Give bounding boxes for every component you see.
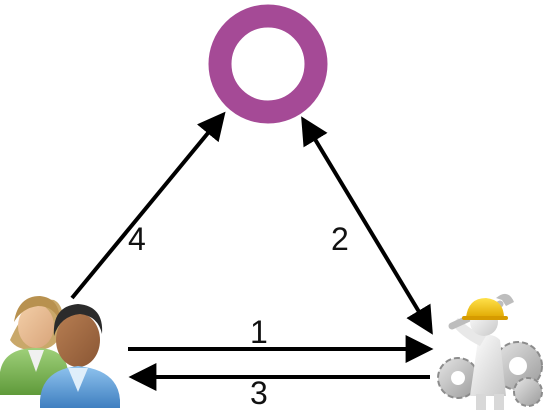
ring-icon [208,4,328,124]
users-group-icon [0,296,120,408]
edge-2-arrow [301,116,433,335]
edge-1-label: 1 [250,314,268,350]
edge-4-label: 4 [128,221,146,257]
hub-node [208,4,328,124]
technician-with-wrench-icon [437,293,543,410]
edge-2-label: 2 [331,221,349,257]
edge-3-label: 3 [250,375,268,411]
edge-labels: 1 2 3 4 [128,221,349,411]
edge-4-arrow [70,111,226,300]
edges [70,111,434,391]
